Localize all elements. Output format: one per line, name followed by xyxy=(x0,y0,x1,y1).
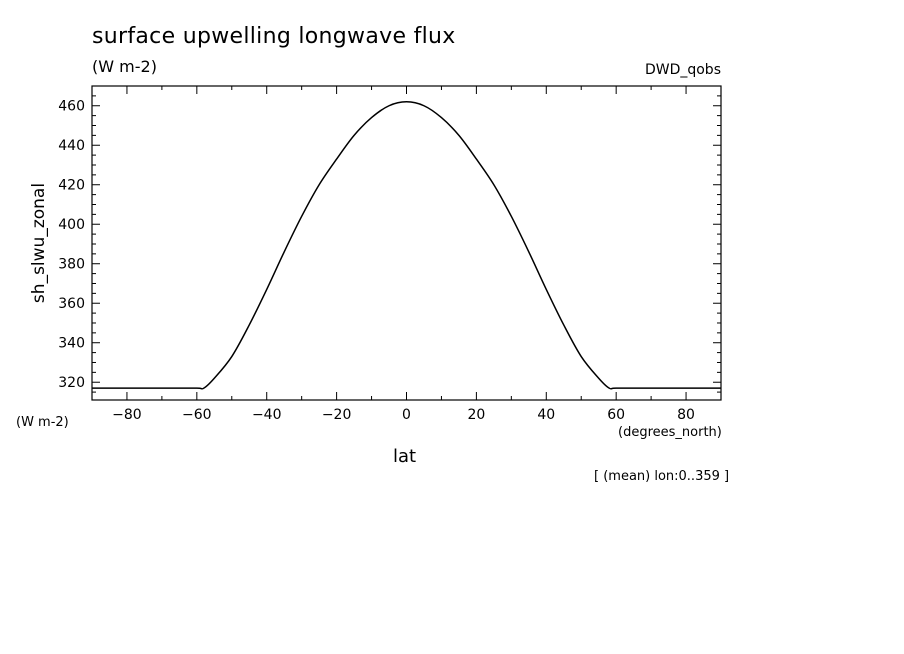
y-tick-label: 360 xyxy=(58,296,85,312)
y-tick-label: 380 xyxy=(58,257,85,273)
tick-labels: −80 −60 −40 −20 0 20 40 60 80 320 340 360 380 400 420 4… xyxy=(58,99,695,423)
averaging-note: [ (mean) lon:0..359 ] xyxy=(594,469,730,484)
x-tick-label: −80 xyxy=(112,407,142,423)
y-tick-label: 320 xyxy=(58,375,85,391)
chart-units: (W m-2) xyxy=(92,57,157,76)
dataset-label: DWD_qobs xyxy=(644,62,721,78)
x-tick-label: 0 xyxy=(402,407,411,423)
x-axis-unit: (degrees_north) xyxy=(618,425,722,440)
chart-title: surface upwelling longwave flux xyxy=(92,24,456,49)
y-tick-label: 420 xyxy=(58,178,85,194)
plot-frame xyxy=(91,85,722,401)
y-tick-label: 400 xyxy=(58,217,85,233)
x-axis-label: lat xyxy=(393,446,417,467)
x-tick-label: −20 xyxy=(322,407,352,423)
x-tick-label: 40 xyxy=(537,407,555,423)
x-tick-label: 20 xyxy=(467,407,485,423)
x-tick-label: 60 xyxy=(607,407,625,423)
y-tick-label: 440 xyxy=(58,138,85,154)
y-tick-label: 460 xyxy=(58,99,85,115)
x-tick-label: −40 xyxy=(252,407,282,423)
y-axis-label: sh_slwu_zonal xyxy=(29,183,49,303)
axis-ticks xyxy=(91,85,722,400)
series-line xyxy=(91,101,721,390)
x-tick-label: −60 xyxy=(182,407,212,423)
y-axis-unit: (W m-2) xyxy=(16,415,69,430)
x-tick-label: 80 xyxy=(677,407,695,423)
y-tick-label: 340 xyxy=(58,336,85,352)
